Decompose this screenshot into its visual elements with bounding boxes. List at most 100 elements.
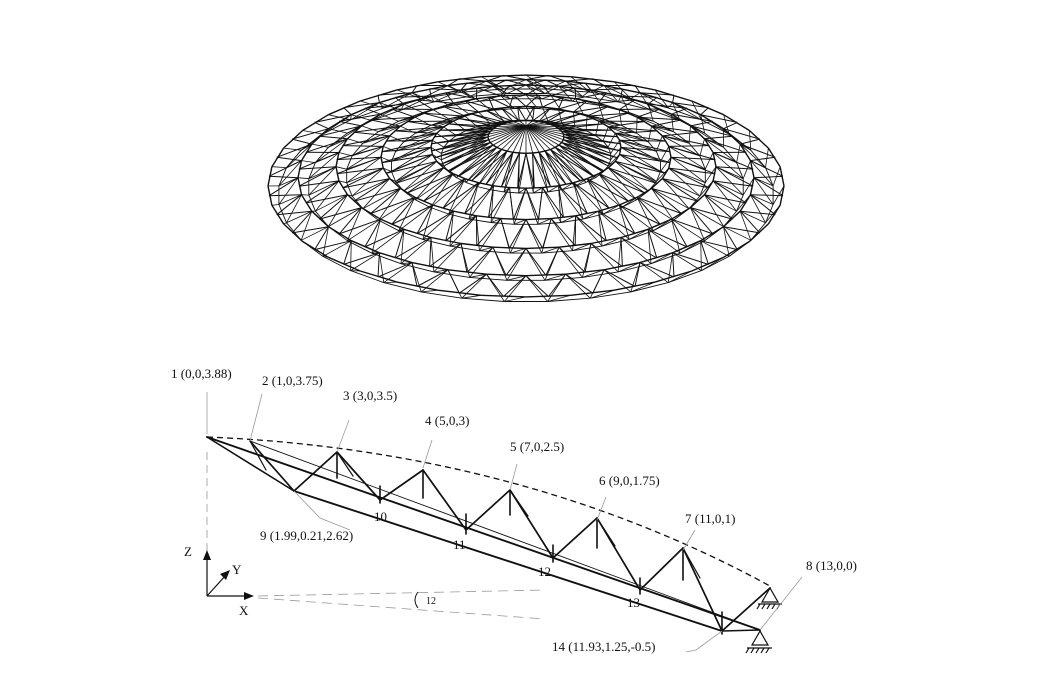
dome-member (729, 242, 749, 257)
dome-member (315, 147, 328, 162)
projection-guide-lower (258, 598, 545, 619)
dome-member (576, 216, 607, 241)
dome-member (352, 196, 363, 209)
node-label-5: 5 (7,0,2.5) (510, 439, 564, 454)
dome-member (339, 153, 352, 156)
dome-member (599, 121, 637, 133)
dome-member (506, 248, 526, 275)
truss-member (207, 437, 294, 491)
dome-member (673, 253, 709, 265)
dome-member (669, 168, 700, 196)
dome-member (550, 147, 555, 149)
dome-member (603, 127, 608, 141)
dome-member (619, 205, 629, 239)
node-label-4: 4 (5,0,3) (425, 413, 469, 428)
dome-member (329, 129, 348, 133)
dome-wireframe (268, 75, 784, 301)
pin-support-node-8 (757, 588, 782, 609)
dome-member (392, 155, 433, 172)
dome-member (315, 241, 352, 250)
dome-member (559, 247, 582, 277)
dome-member (412, 263, 421, 292)
dome-member (486, 274, 504, 301)
dome-member (287, 144, 312, 168)
dome-member (591, 244, 622, 267)
node-label-1: 1 (0,0,3.88) (171, 366, 232, 381)
dome-member (608, 133, 615, 147)
dome-member (470, 277, 507, 280)
dome-member (344, 108, 352, 115)
dome-member (449, 179, 465, 214)
dome-member (724, 122, 738, 128)
dome-member (653, 219, 671, 231)
dome-member (287, 161, 302, 168)
dome-member (309, 167, 336, 195)
dome-member (604, 270, 631, 292)
dome-member (315, 122, 329, 128)
dome-member (562, 130, 612, 131)
dome-member (381, 114, 399, 121)
dome-member (491, 188, 509, 223)
dome-member (462, 298, 505, 301)
truss-member (722, 630, 760, 631)
dome-member (396, 161, 437, 181)
dome-member (587, 179, 609, 209)
dome-member (637, 109, 660, 117)
dome-member (700, 181, 713, 196)
dome-member (351, 241, 352, 271)
dome-member (470, 247, 493, 277)
dome-member (680, 241, 701, 254)
dome-member (526, 276, 549, 297)
dome-member (328, 227, 347, 241)
dome-member (269, 176, 298, 177)
node-label-10: 10 (374, 509, 387, 524)
dome-member (378, 253, 379, 277)
node-label-13: 13 (627, 595, 640, 610)
truss-member (553, 518, 597, 558)
dome-member (477, 219, 501, 246)
dome-member (619, 110, 621, 126)
dome-member (450, 216, 477, 246)
angle-label: 12 (426, 596, 436, 607)
dome-member (434, 244, 461, 272)
dome-member (479, 219, 500, 251)
dome-member (384, 283, 421, 292)
truss-member (683, 548, 700, 578)
node-label-7: 7 (11,0,1) (685, 511, 735, 526)
dome-member (513, 152, 519, 153)
dome-member (423, 103, 454, 112)
dome-member (566, 79, 593, 81)
dome-member (344, 253, 380, 265)
dome-member (277, 195, 302, 215)
dome-member (701, 241, 702, 271)
node-label-2: 2 (1,0,3.75) (262, 373, 323, 388)
dome-member (591, 244, 618, 272)
pin-support-node-14-end (746, 631, 772, 653)
node-label-8: 8 (13,0,0) (806, 558, 857, 573)
dome-member (689, 126, 690, 143)
dome-member (477, 187, 490, 190)
dome-member (574, 112, 575, 127)
dome-member (336, 167, 347, 170)
dome-member (351, 253, 380, 271)
dome-member (272, 167, 287, 168)
dome-member (673, 95, 674, 103)
dome-member (740, 144, 765, 168)
dome-member (662, 132, 698, 136)
dome-member (596, 121, 599, 136)
dome-member (751, 195, 776, 215)
dome-member (467, 83, 493, 86)
dome-member (576, 216, 603, 246)
dome-member (401, 238, 431, 264)
dome-member (347, 157, 381, 183)
dome-member (551, 219, 575, 246)
dome-member (661, 146, 669, 161)
dome-member (669, 146, 710, 147)
dome-member (490, 143, 493, 146)
dome-member (493, 145, 497, 147)
dome-member (526, 153, 533, 193)
dome-member (716, 167, 743, 195)
dome-member (284, 223, 287, 224)
dome-member (743, 161, 750, 179)
